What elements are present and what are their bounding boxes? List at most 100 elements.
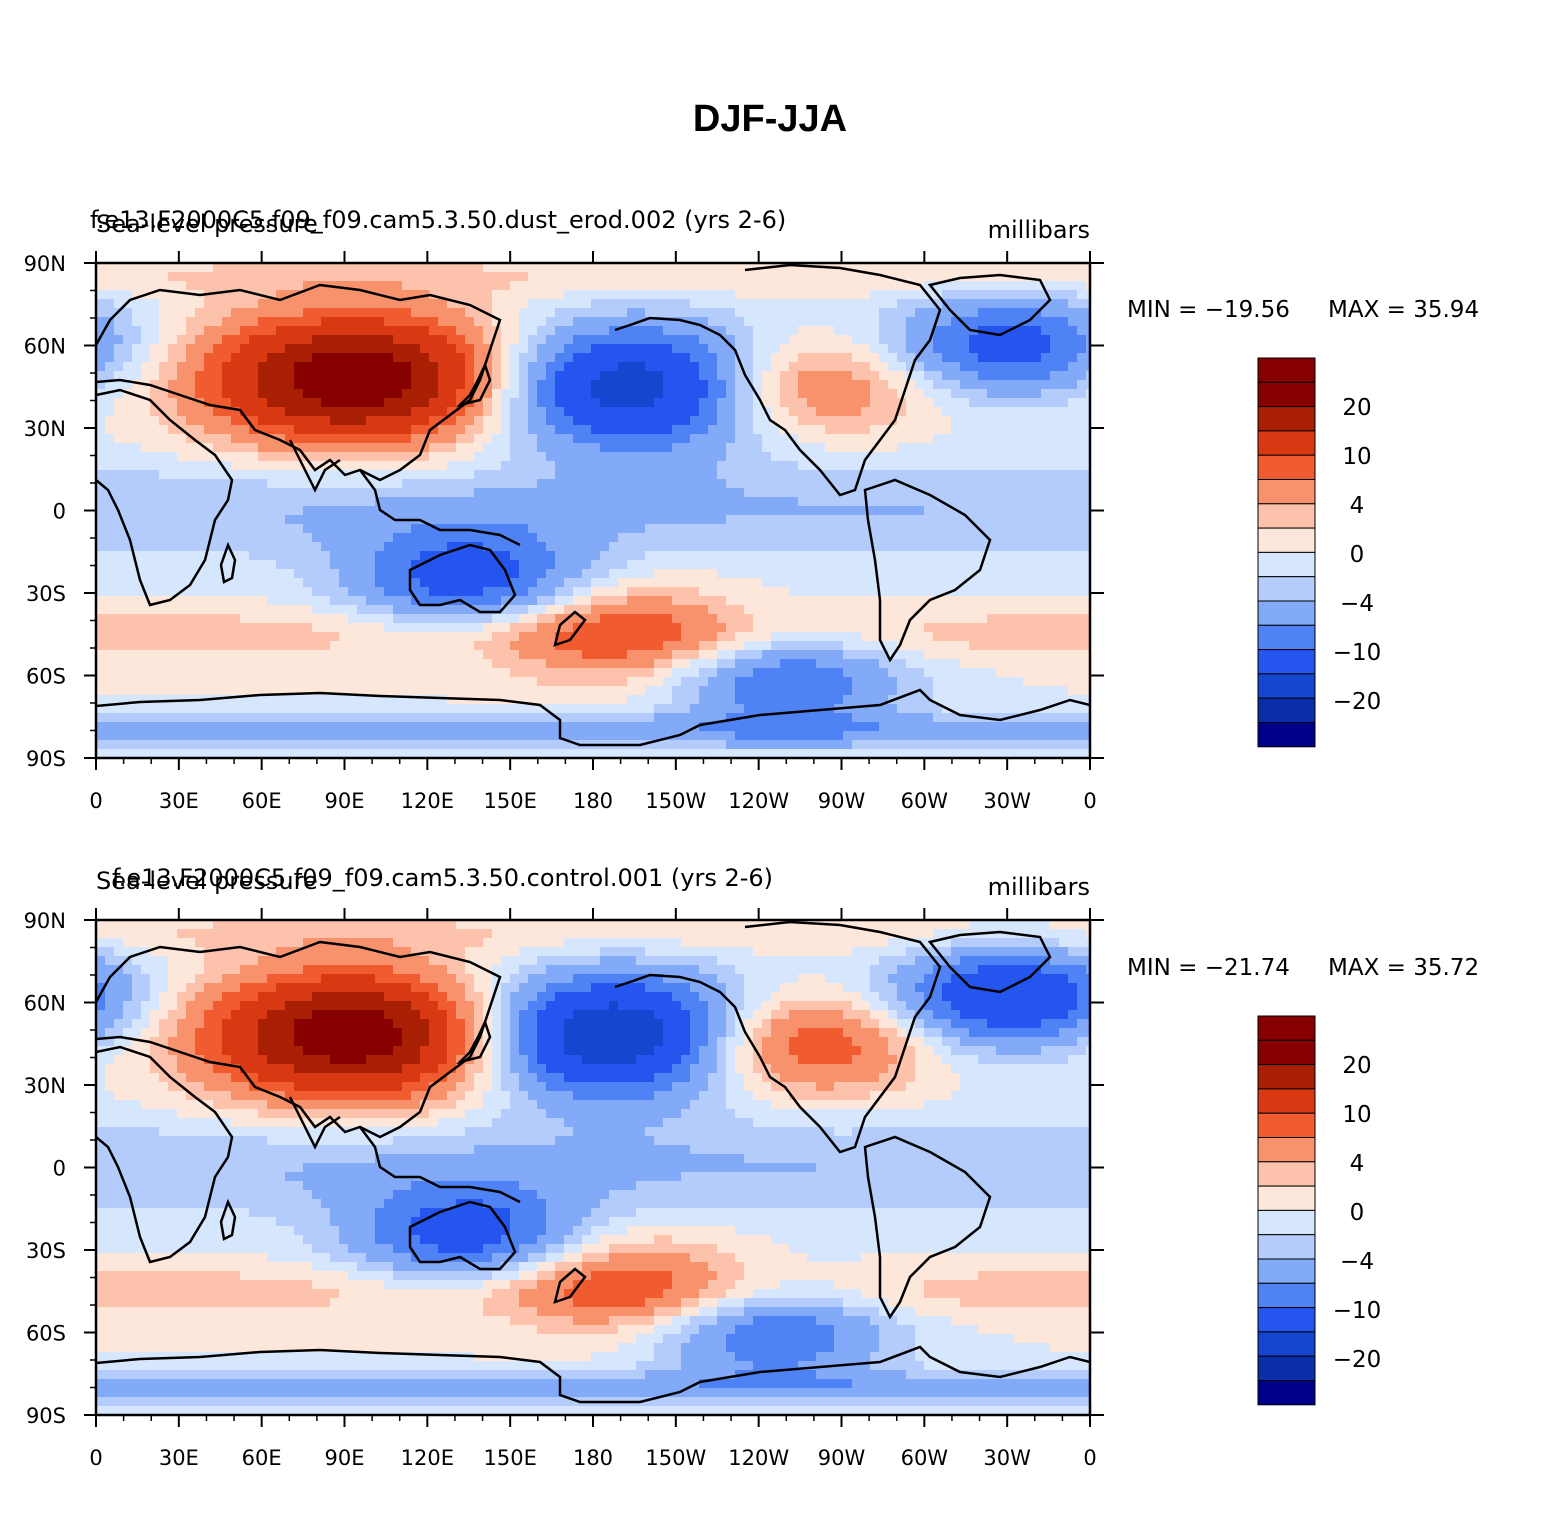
field-cell bbox=[762, 326, 772, 336]
field-cell bbox=[348, 614, 358, 624]
field-cell bbox=[411, 263, 421, 273]
field-cell bbox=[384, 344, 394, 354]
field-cell bbox=[690, 515, 700, 525]
field-cell bbox=[987, 335, 997, 345]
field-cell bbox=[663, 596, 673, 606]
field-cell bbox=[1077, 425, 1087, 435]
field-cell bbox=[978, 578, 988, 588]
field-cell bbox=[474, 290, 484, 300]
field-cell bbox=[978, 425, 988, 435]
field-cell bbox=[555, 614, 565, 624]
field-cell bbox=[645, 497, 655, 507]
field-cell bbox=[807, 461, 817, 471]
field-cell bbox=[186, 344, 196, 354]
field-cell bbox=[1041, 524, 1051, 534]
field-cell bbox=[645, 425, 655, 435]
field-cell bbox=[339, 506, 349, 516]
field-cell bbox=[591, 443, 601, 453]
field-cell bbox=[924, 542, 934, 552]
field-cell bbox=[303, 353, 313, 363]
field-cell bbox=[249, 614, 259, 624]
field-cell bbox=[798, 434, 808, 444]
field-cell bbox=[870, 452, 880, 462]
field-cell bbox=[888, 299, 898, 309]
field-cell bbox=[690, 551, 700, 561]
field-cell bbox=[843, 470, 853, 480]
field-cell bbox=[186, 389, 196, 399]
field-cell bbox=[330, 344, 340, 354]
field-cell bbox=[726, 335, 736, 345]
field-cell bbox=[681, 659, 691, 669]
field-cell bbox=[906, 299, 916, 309]
field-cell bbox=[1059, 551, 1069, 561]
field-cell bbox=[1059, 344, 1069, 354]
field-cell bbox=[465, 344, 475, 354]
field-cell bbox=[654, 416, 664, 426]
field-cell bbox=[384, 380, 394, 390]
field-cell bbox=[762, 659, 772, 669]
field-cell bbox=[204, 560, 214, 570]
field-cell bbox=[141, 497, 151, 507]
field-cell bbox=[906, 551, 916, 561]
field-cell bbox=[645, 290, 655, 300]
field-cell bbox=[726, 659, 736, 669]
field-cell bbox=[267, 515, 277, 525]
field-cell bbox=[141, 263, 151, 273]
field-cell bbox=[996, 515, 1006, 525]
field-cell bbox=[411, 371, 421, 381]
field-cell bbox=[141, 659, 151, 669]
field-cell bbox=[213, 407, 223, 417]
field-cell bbox=[132, 533, 142, 543]
field-cell bbox=[600, 425, 610, 435]
field-cell bbox=[555, 587, 565, 597]
field-cell bbox=[933, 362, 943, 372]
field-cell bbox=[708, 344, 718, 354]
field-cell bbox=[798, 353, 808, 363]
field-cell bbox=[645, 632, 655, 642]
field-cell bbox=[996, 488, 1006, 498]
field-cell bbox=[591, 542, 601, 552]
field-cell bbox=[888, 587, 898, 597]
field-cell bbox=[591, 290, 601, 300]
field-cell bbox=[690, 290, 700, 300]
field-cell bbox=[807, 353, 817, 363]
field-cell bbox=[933, 398, 943, 408]
field-cell bbox=[357, 650, 367, 660]
field-cell bbox=[501, 506, 511, 516]
field-cell bbox=[951, 479, 961, 489]
field-cell bbox=[258, 533, 268, 543]
field-cell bbox=[852, 542, 862, 552]
field-cell bbox=[213, 263, 223, 273]
field-cell bbox=[753, 533, 763, 543]
field-cell bbox=[681, 506, 691, 516]
field-cell bbox=[600, 362, 610, 372]
field-cell bbox=[321, 533, 331, 543]
field-cell bbox=[339, 425, 349, 435]
field-cell bbox=[1068, 407, 1078, 417]
field-cell bbox=[681, 632, 691, 642]
field-cell bbox=[870, 290, 880, 300]
field-cell bbox=[699, 470, 709, 480]
field-cell bbox=[186, 515, 196, 525]
field-cell bbox=[645, 533, 655, 543]
field-cell bbox=[1086, 596, 1090, 606]
field-cell bbox=[573, 398, 583, 408]
field-cell bbox=[114, 551, 124, 561]
field-cell bbox=[573, 596, 583, 606]
field-cell bbox=[258, 317, 268, 327]
field-cell bbox=[645, 272, 655, 282]
field-cell bbox=[996, 542, 1006, 552]
field-cell bbox=[1014, 389, 1024, 399]
field-cell bbox=[150, 362, 160, 372]
field-cell bbox=[870, 569, 880, 579]
field-cell bbox=[690, 587, 700, 597]
field-cell bbox=[132, 569, 142, 579]
field-cell bbox=[573, 290, 583, 300]
field-cell bbox=[663, 416, 673, 426]
field-cell bbox=[222, 461, 232, 471]
field-cell bbox=[330, 569, 340, 579]
field-cell bbox=[879, 443, 889, 453]
field-cell bbox=[114, 497, 124, 507]
field-cell bbox=[582, 650, 592, 660]
field-cell bbox=[411, 272, 421, 282]
